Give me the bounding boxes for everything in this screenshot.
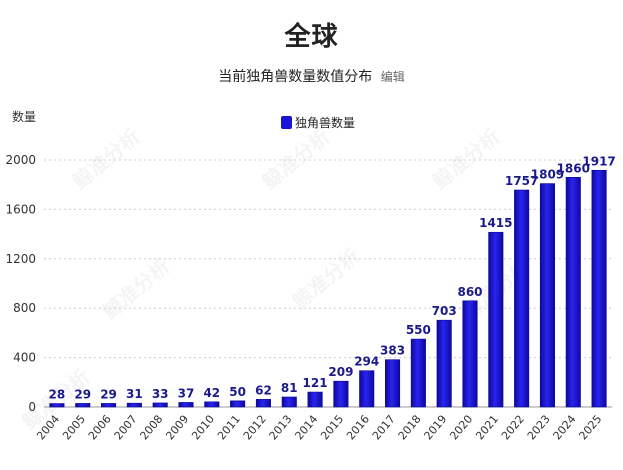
data-label-2022: 1757: [505, 174, 538, 188]
bar-2022: [514, 189, 530, 408]
data-label-2010: 42: [203, 386, 220, 400]
legend-label: 独角兽数量: [295, 116, 356, 130]
x-tick-label-2017: 2017: [370, 413, 398, 443]
bar-2020: [462, 300, 478, 408]
x-tick-label-2006: 2006: [86, 413, 114, 443]
bar-2013: [281, 396, 297, 408]
bar-2009: [178, 402, 194, 408]
bar-2010: [204, 401, 220, 408]
y-tick-label: 800: [13, 301, 36, 315]
x-tick-label-2011: 2011: [215, 413, 243, 443]
bar-2006: [101, 403, 117, 408]
subtitle-row: 当前独角兽数量数值分布 编辑: [0, 66, 623, 86]
x-axis-ticks: 2004200520062007200820092010201120122013…: [34, 413, 604, 443]
watermark: 鲸准分析: [258, 124, 335, 194]
watermark: 鲸准分析: [98, 254, 175, 324]
data-label-2019: 703: [432, 304, 457, 318]
x-tick-label-2015: 2015: [318, 413, 346, 443]
chart-title: 全球: [284, 22, 339, 52]
bar-2005: [75, 403, 91, 408]
x-tick-label-2019: 2019: [422, 413, 450, 443]
x-tick-label-2007: 2007: [112, 413, 140, 443]
x-tick-label-2021: 2021: [473, 413, 501, 443]
bar-2024: [565, 176, 581, 408]
bar-2007: [126, 402, 142, 408]
data-label-2009: 37: [178, 386, 195, 400]
y-tick-label: 400: [13, 351, 36, 365]
y-tick-label: 0: [28, 400, 36, 414]
bar-2023: [539, 183, 555, 408]
bar-2015: [333, 380, 349, 408]
data-label-2008: 33: [152, 387, 169, 401]
chart-subtitle: 当前独角兽数量数值分布: [218, 69, 373, 85]
y-tick-label: 1200: [5, 252, 36, 266]
x-tick-label-2009: 2009: [163, 413, 191, 443]
x-tick-label-2022: 2022: [499, 413, 527, 443]
watermark: 鲸准分析: [428, 124, 505, 194]
data-label-2013: 81: [281, 381, 298, 395]
data-label-2015: 209: [328, 365, 353, 379]
x-tick-label-2020: 2020: [447, 413, 475, 443]
bar-2021: [488, 231, 504, 408]
legend-swatch: [281, 116, 292, 129]
bar-2012: [255, 399, 271, 408]
bar-2025: [591, 169, 607, 408]
x-tick-label-2016: 2016: [344, 413, 372, 443]
y-tick-label: 2000: [5, 153, 36, 167]
data-label-2006: 29: [100, 387, 117, 401]
data-label-2016: 294: [354, 355, 379, 369]
y-axis-unit-label: 数量: [12, 110, 37, 124]
x-tick-label-2024: 2024: [551, 413, 579, 443]
data-label-2025: 1917: [582, 154, 615, 168]
legend[interactable]: 独角兽数量: [281, 114, 355, 131]
data-label-2018: 550: [406, 323, 431, 337]
data-label-2024: 1860: [557, 161, 590, 175]
data-label-2023: 1809: [531, 168, 564, 182]
data-label-2017: 383: [380, 344, 405, 358]
bars: [49, 169, 607, 408]
edit-link[interactable]: 编辑: [380, 70, 405, 84]
data-labels: 28 29 29 31 33 37 42 50 62 81 12120929438355070386…: [49, 154, 616, 401]
bar-2018: [410, 338, 426, 408]
data-label-2011: 50: [229, 385, 246, 399]
x-tick-label-2013: 2013: [267, 413, 295, 443]
x-tick-label-2010: 2010: [189, 413, 217, 443]
x-tick-label-2014: 2014: [292, 413, 320, 443]
data-label-2004: 28: [49, 388, 66, 402]
data-label-2012: 62: [255, 383, 272, 397]
x-tick-label-2005: 2005: [60, 413, 88, 443]
bar-2017: [385, 359, 401, 408]
watermark-layer: 鲸准分析鲸准分析鲸准分析鲸准分析鲸准分析鲸准分析鲸准分析: [18, 124, 535, 434]
x-tick-label-2025: 2025: [576, 413, 604, 443]
bar-2008: [152, 402, 168, 408]
x-tick-label-2008: 2008: [138, 413, 166, 443]
x-tick-label-2012: 2012: [241, 413, 269, 443]
watermark: 鲸准分析: [68, 124, 145, 194]
x-tick-label-2018: 2018: [396, 413, 424, 443]
x-tick-label-2023: 2023: [525, 413, 553, 443]
data-label-2021: 1415: [479, 216, 512, 230]
y-tick-label: 1600: [5, 202, 36, 216]
bar-2016: [359, 370, 375, 408]
bar-2004: [49, 403, 65, 408]
bar-2019: [436, 319, 452, 408]
data-label-2005: 29: [74, 387, 91, 401]
y-axis-ticks: 0 400 800 1200 1600 2000: [5, 153, 36, 414]
data-label-2014: 121: [303, 376, 328, 390]
watermark: 鲸准分析: [288, 244, 365, 314]
bar-2014: [307, 391, 323, 408]
bar-2011: [230, 400, 246, 408]
data-label-2020: 860: [457, 285, 482, 299]
data-label-2007: 31: [126, 387, 143, 401]
